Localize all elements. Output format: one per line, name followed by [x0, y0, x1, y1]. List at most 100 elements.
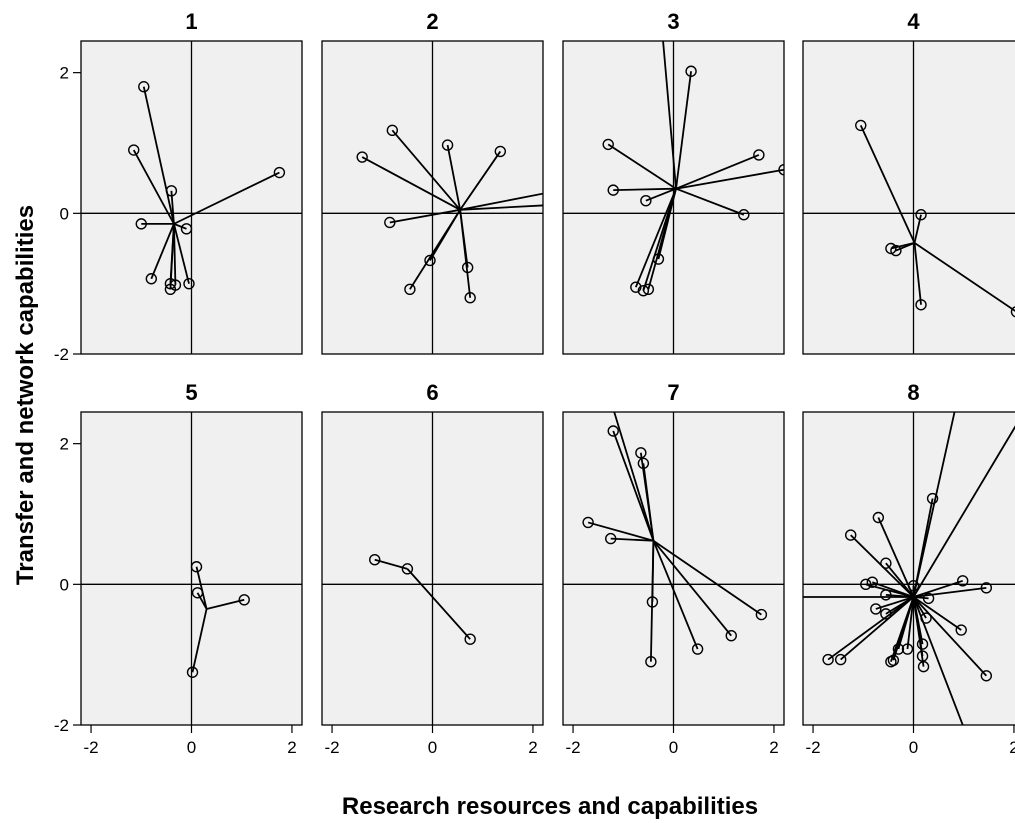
data-point — [165, 185, 178, 197]
cluster-spoke — [840, 596, 915, 661]
data-point — [652, 253, 665, 265]
data-point — [164, 283, 177, 295]
panel-plot-area — [563, 412, 784, 725]
y-tick-label: 2 — [60, 435, 69, 454]
y-tick-label: 0 — [60, 204, 69, 223]
x-tick-label: -2 — [324, 738, 339, 757]
data-point — [164, 277, 177, 290]
x-tick-label: 2 — [1009, 738, 1015, 757]
y-tick-label: -2 — [54, 716, 69, 735]
panel-title: 3 — [667, 9, 679, 34]
cluster-spoke — [607, 143, 677, 190]
panel-title: 5 — [185, 380, 197, 405]
panel-5: 5 -2 0 2 -2 0 2 — [54, 380, 303, 757]
data-point — [822, 653, 834, 666]
data-point — [753, 149, 765, 161]
data-point — [464, 633, 476, 645]
panel-plot-area — [563, 41, 784, 354]
panel-3: 3 — [562, 9, 785, 355]
data-point — [386, 124, 399, 137]
cluster-spoke — [634, 188, 677, 288]
data-point — [866, 576, 879, 588]
data-point — [915, 299, 927, 311]
cluster-spoke — [173, 171, 280, 225]
cluster-spoke — [613, 187, 677, 192]
y-tick-label: 0 — [60, 575, 69, 594]
data-point — [602, 138, 614, 151]
panel-frame — [562, 40, 785, 355]
data-point — [191, 587, 204, 599]
cluster-spoke — [913, 579, 964, 598]
data-point — [880, 608, 892, 620]
x-tick-label: 0 — [428, 738, 437, 757]
cluster-spoke — [912, 498, 934, 598]
cluster-spoke — [191, 608, 208, 673]
data-point — [640, 194, 652, 207]
panel-title: 8 — [907, 380, 919, 405]
panel-plot-area — [81, 41, 302, 354]
data-point — [401, 563, 414, 575]
data-point — [885, 242, 897, 255]
data-point — [646, 596, 659, 608]
cluster-spoke — [912, 596, 925, 667]
cluster-spoke — [142, 86, 175, 225]
cluster-spoke-off-panel — [662, 41, 677, 189]
cluster-spoke — [612, 430, 655, 542]
cluster-spoke — [895, 242, 915, 252]
data-point — [691, 643, 704, 655]
panel-8: 8 -2 0 2 — [802, 380, 1015, 757]
panel-plot-area — [322, 412, 543, 725]
data-point — [356, 151, 368, 163]
cluster-spoke — [914, 242, 1015, 312]
panel-plot-area — [803, 41, 1015, 354]
data-point — [1010, 306, 1015, 318]
cluster-spoke — [912, 596, 987, 677]
cluster-spoke — [389, 208, 461, 224]
cluster-spoke — [610, 537, 654, 542]
data-point — [922, 592, 935, 605]
data-point — [980, 582, 993, 594]
data-point — [637, 284, 650, 297]
cluster-spoke — [446, 144, 462, 210]
cluster-spoke — [675, 71, 692, 189]
data-point — [582, 516, 594, 529]
data-point — [135, 218, 147, 230]
data-point — [635, 447, 647, 459]
cluster-spoke — [391, 129, 461, 211]
data-point — [273, 166, 286, 179]
data-point — [778, 164, 784, 176]
x-tick-label: -2 — [565, 738, 580, 757]
data-point — [880, 589, 892, 601]
data-point — [755, 608, 768, 621]
data-point — [860, 578, 872, 591]
cluster-spoke — [132, 149, 175, 225]
x-tick-label: 0 — [187, 738, 196, 757]
data-point — [917, 660, 930, 673]
data-point — [186, 666, 199, 678]
cluster-spoke — [587, 521, 654, 542]
cluster-spoke-off-panel — [613, 412, 655, 541]
cluster-spoke — [859, 125, 916, 244]
cluster-spoke-off-panel — [459, 192, 543, 211]
cluster-spoke — [649, 540, 655, 662]
data-point — [845, 529, 857, 541]
panel-frame — [321, 40, 544, 355]
cluster-spoke — [409, 209, 461, 290]
cluster-spoke — [196, 592, 208, 610]
data-point — [725, 629, 737, 642]
cluster-spoke — [827, 596, 915, 661]
data-point — [145, 273, 158, 285]
cluster-spoke — [173, 223, 190, 284]
panel-plot-area — [81, 412, 302, 725]
data-point — [369, 554, 381, 566]
panel-frame — [80, 40, 303, 355]
x-tick-label: -2 — [805, 738, 820, 757]
data-point — [920, 612, 932, 624]
x-tick-label: 0 — [909, 738, 918, 757]
y-axis-label: Transfer and network capabilities — [12, 204, 39, 586]
cluster-spoke — [675, 154, 760, 190]
data-point — [180, 223, 193, 235]
data-point — [957, 575, 969, 587]
data-point — [607, 184, 619, 196]
